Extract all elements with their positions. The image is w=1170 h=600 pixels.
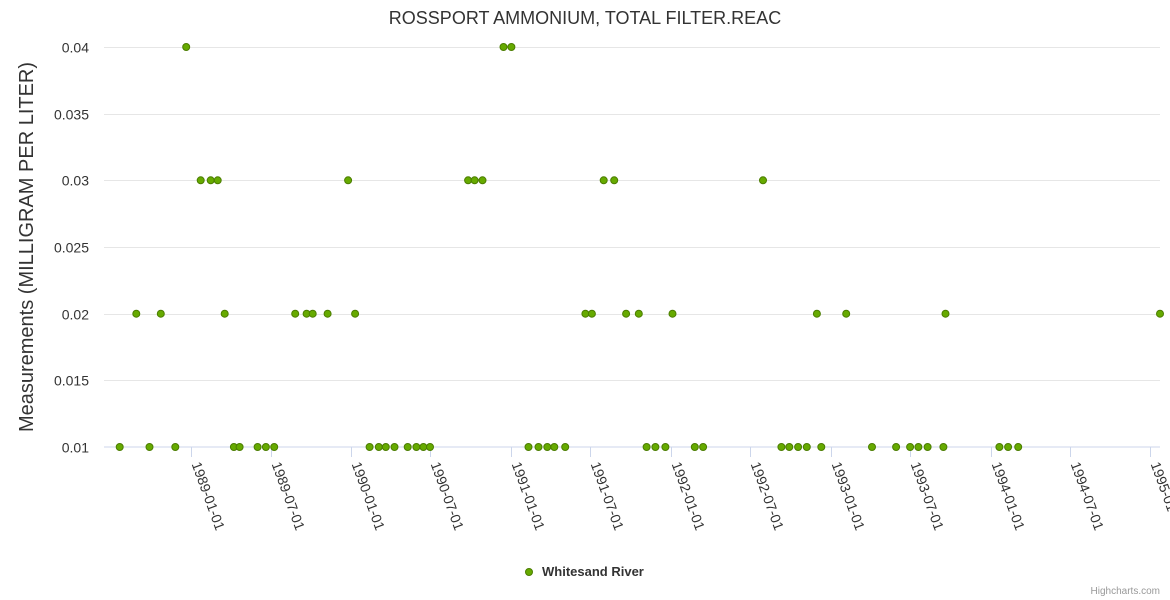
data-point[interactable] — [634, 309, 643, 318]
data-point[interactable] — [785, 443, 794, 451]
data-point[interactable] — [534, 443, 543, 451]
data-point[interactable] — [651, 443, 660, 451]
data-point[interactable] — [923, 443, 932, 451]
data-point[interactable] — [892, 443, 901, 451]
data-point[interactable] — [115, 443, 124, 451]
data-point[interactable] — [661, 443, 670, 451]
data-point[interactable] — [777, 443, 786, 451]
data-point[interactable] — [390, 443, 399, 451]
data-point[interactable] — [561, 443, 570, 451]
data-point[interactable] — [817, 443, 826, 451]
data-point[interactable] — [507, 43, 516, 51]
data-point[interactable] — [365, 443, 374, 451]
y-tick-label: 0.03 — [62, 173, 89, 189]
data-point[interactable] — [610, 176, 619, 185]
data-point[interactable] — [642, 443, 651, 451]
data-point[interactable] — [550, 443, 559, 451]
data-point[interactable] — [906, 443, 915, 451]
data-point[interactable] — [1156, 309, 1164, 318]
legend[interactable]: Whitesand River — [525, 564, 644, 579]
data-point[interactable] — [581, 309, 590, 318]
data-point[interactable] — [182, 43, 191, 51]
data-point[interactable] — [802, 443, 811, 451]
data-point[interactable] — [145, 443, 154, 451]
data-point[interactable] — [381, 443, 390, 451]
data-point[interactable] — [323, 309, 332, 318]
data-point[interactable] — [213, 176, 222, 185]
legend-item-whitesand-river[interactable]: Whitesand River — [542, 564, 644, 579]
data-point[interactable] — [235, 443, 244, 451]
data-point[interactable] — [403, 443, 412, 451]
y-tick-label: 0.025 — [54, 240, 89, 256]
data-point[interactable] — [206, 176, 215, 185]
y-tick-label: 0.01 — [62, 440, 89, 456]
data-point[interactable] — [939, 443, 948, 451]
data-point[interactable] — [690, 443, 699, 451]
data-point[interactable] — [261, 443, 270, 451]
data-point[interactable] — [622, 309, 631, 318]
data-point[interactable] — [426, 443, 434, 451]
data-point[interactable] — [759, 176, 767, 185]
y-tick-label: 0.02 — [62, 307, 89, 323]
data-point[interactable] — [1004, 443, 1013, 451]
data-point[interactable] — [196, 176, 205, 185]
data-point[interactable] — [419, 443, 428, 451]
data-point[interactable] — [995, 443, 1004, 451]
data-point[interactable] — [412, 443, 421, 451]
data-point[interactable] — [253, 443, 262, 451]
series-whitesand-river — [115, 43, 1164, 451]
data-point[interactable] — [699, 443, 708, 451]
grid-lines — [104, 47, 1160, 381]
data-point[interactable] — [794, 443, 803, 451]
data-point[interactable] — [171, 443, 180, 451]
y-axis-tick-labels: 0.01 0.015 0.02 0.025 0.03 0.035 0.04 — [54, 40, 89, 456]
chart-title: ROSSPORT AMMONIUM, TOTAL FILTER.REAC — [389, 8, 781, 28]
data-point[interactable] — [374, 443, 383, 451]
credits-link[interactable]: Highcharts.com — [1091, 586, 1160, 597]
data-point[interactable] — [812, 309, 821, 318]
data-point[interactable] — [156, 309, 165, 318]
data-point[interactable] — [132, 309, 141, 318]
data-point[interactable] — [220, 309, 229, 318]
data-point[interactable] — [270, 443, 279, 451]
data-point[interactable] — [914, 443, 923, 451]
y-axis-title: Measurements (MILLIGRAM PER LITER) — [16, 62, 38, 432]
data-point[interactable] — [478, 176, 487, 185]
data-point[interactable] — [344, 176, 353, 185]
y-tick-label: 0.015 — [54, 373, 89, 389]
data-point[interactable] — [308, 309, 317, 318]
data-point[interactable] — [868, 443, 876, 451]
data-point[interactable] — [543, 443, 552, 451]
data-point[interactable] — [668, 309, 677, 318]
data-point[interactable] — [599, 176, 608, 185]
data-point[interactable] — [1014, 443, 1023, 451]
data-point[interactable] — [587, 309, 596, 318]
data-point[interactable] — [524, 443, 533, 451]
legend-marker — [525, 568, 533, 576]
data-point[interactable] — [499, 43, 508, 51]
data-point[interactable] — [291, 309, 300, 318]
y-tick-label: 0.04 — [62, 40, 89, 56]
data-point[interactable] — [470, 176, 479, 185]
data-point[interactable] — [842, 309, 851, 318]
data-point[interactable] — [351, 309, 360, 318]
data-point[interactable] — [941, 309, 950, 318]
data-point[interactable] — [464, 176, 473, 185]
y-tick-label: 0.035 — [54, 107, 89, 123]
